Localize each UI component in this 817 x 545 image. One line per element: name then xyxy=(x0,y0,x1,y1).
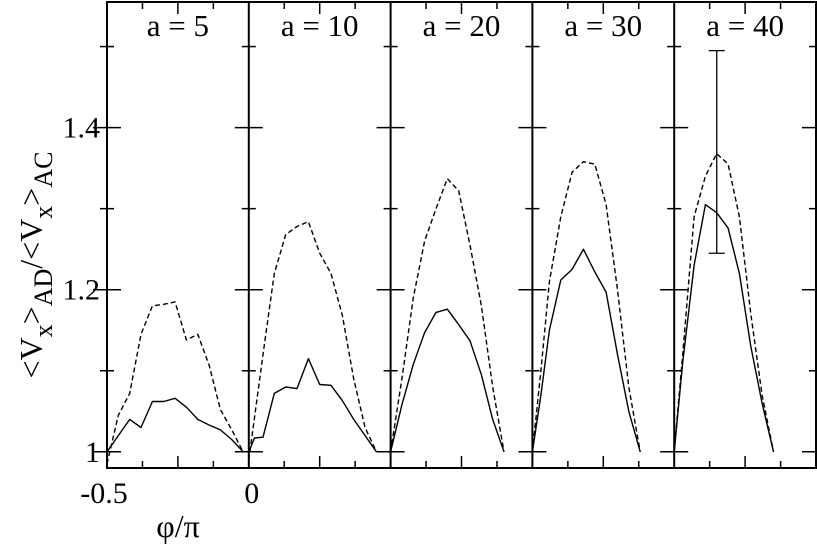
dashed-series-line xyxy=(248,220,378,460)
panel-label: a = 40 xyxy=(706,8,784,43)
solid-series-line xyxy=(389,308,505,453)
panel-label: a = 30 xyxy=(564,8,642,43)
panel-label: a = 5 xyxy=(147,8,209,43)
series-lines xyxy=(106,49,775,465)
solid-series-line xyxy=(673,203,775,452)
x-tick-label: 0 xyxy=(244,477,259,510)
plot-border xyxy=(106,1,817,469)
panel-label: a = 10 xyxy=(281,8,359,43)
y-tick-label: 1 xyxy=(85,436,100,469)
text-labels: a = 5 a = 10 a = 20 a = 30 a = 40 1 1.2 1.4 -0.5… xyxy=(13,8,784,544)
solid-series-line xyxy=(106,397,244,453)
plot-frame xyxy=(106,1,817,469)
y-tick-label: 1.4 xyxy=(63,112,101,145)
axis-ticks xyxy=(93,2,817,468)
x-axis-title: φ/π xyxy=(156,508,200,544)
dashed-series-line xyxy=(106,301,244,465)
solid-series-line xyxy=(248,357,377,453)
panel-label: a = 20 xyxy=(423,8,501,43)
solid-series-line xyxy=(531,248,641,452)
dashed-series-line xyxy=(531,160,641,452)
y-axis-title: <Vx>AD/<Vx>AC xyxy=(13,152,58,379)
dashed-series-line xyxy=(389,177,505,452)
y-tick-label: 1.2 xyxy=(63,274,101,307)
x-tick-label: -0.5 xyxy=(80,477,128,510)
